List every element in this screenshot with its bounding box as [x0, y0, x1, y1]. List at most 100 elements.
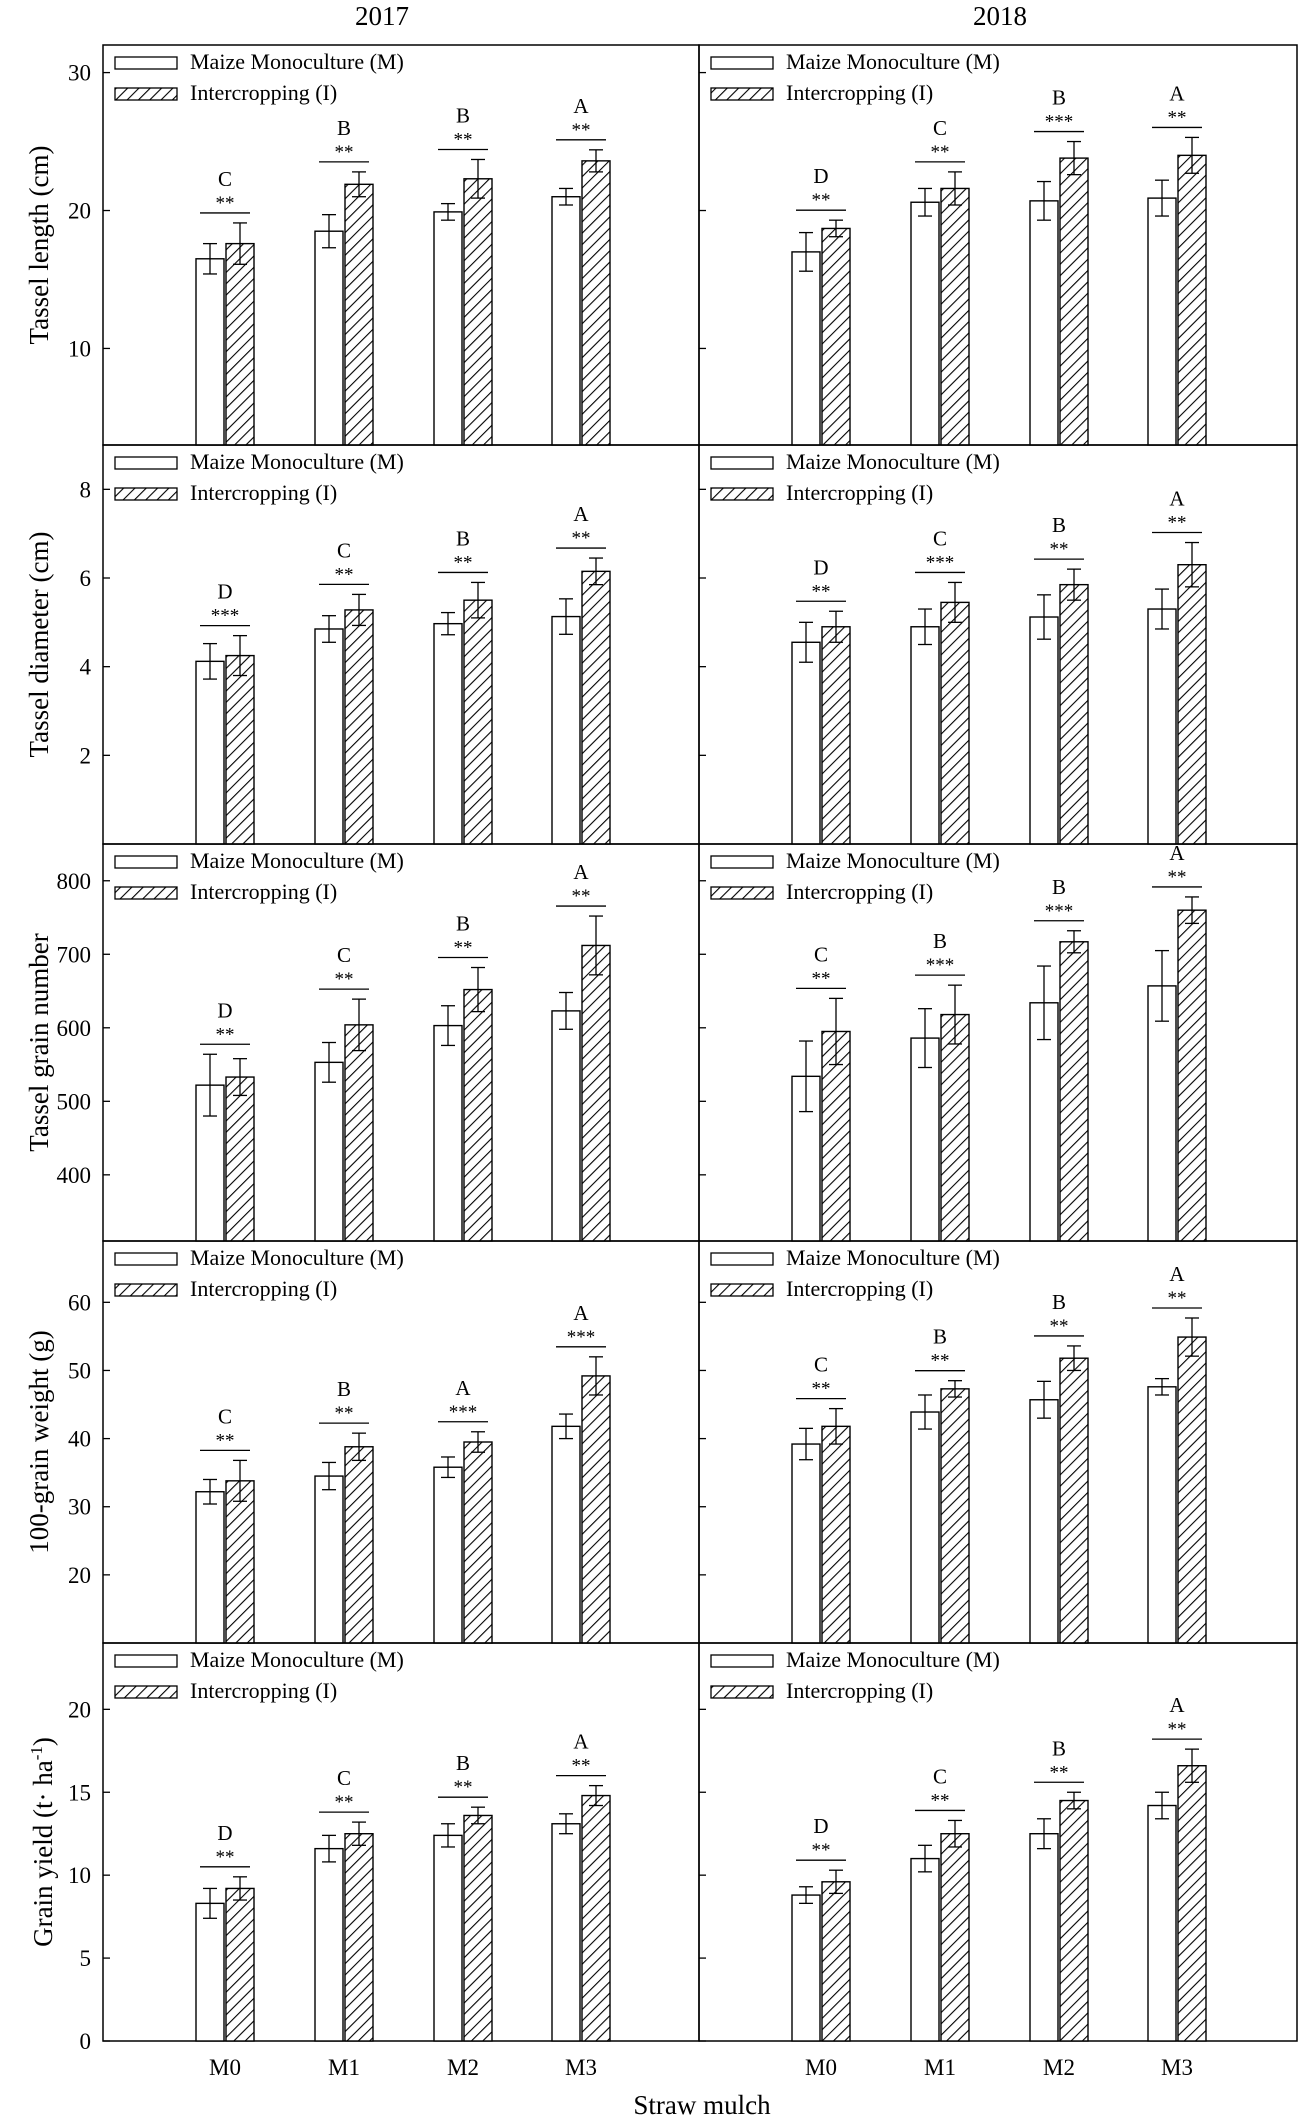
significance-label: ** — [1168, 867, 1187, 888]
legend-swatch-monoculture — [710, 1654, 774, 1668]
bar-intercropping-m2 — [1059, 1357, 1089, 1644]
error-bar-intercropping — [471, 1431, 485, 1453]
bar-monoculture-m0 — [791, 1443, 821, 1644]
bar-monoculture-m1 — [910, 1411, 940, 1644]
group-letter-label: A — [573, 94, 589, 118]
group-letter-label: B — [456, 1751, 470, 1775]
error-bar-monoculture — [1155, 1791, 1169, 1820]
x-tick-label: M3 — [565, 2055, 597, 2080]
bar-monoculture-m2 — [433, 1466, 463, 1644]
error-bar-intercropping — [233, 222, 247, 265]
significance-label: ** — [454, 938, 473, 959]
legend-label-intercropping: Intercropping (I) — [190, 480, 337, 505]
error-bar-monoculture — [1037, 180, 1051, 221]
bar-monoculture-m3 — [551, 615, 581, 845]
bar-intercropping-m0 — [225, 242, 255, 446]
error-bar-monoculture — [1037, 594, 1051, 640]
error-bar-monoculture — [441, 202, 455, 221]
legend-swatch-intercropping — [114, 487, 178, 501]
y-tick-label: 2 — [80, 743, 92, 768]
error-bar-intercropping — [233, 1876, 247, 1901]
legend-swatch-intercropping — [710, 1685, 774, 1699]
significance-label: ** — [812, 1840, 831, 1861]
bar-intercropping-m1 — [940, 601, 970, 845]
group-letter-label: C — [218, 167, 232, 191]
bar-intercropping-m2 — [463, 1441, 493, 1644]
y-tick-label: 800 — [57, 869, 92, 894]
bar-monoculture-m1 — [314, 1061, 344, 1242]
bar-monoculture-m0 — [791, 251, 821, 446]
legend-label-monoculture: Maize Monoculture (M) — [786, 449, 1000, 474]
x-tick-label: M3 — [1161, 2055, 1193, 2080]
significance-label: *** — [926, 552, 955, 573]
group-letter-label: D — [217, 580, 232, 604]
x-tick-label: M2 — [1043, 2055, 1075, 2080]
bar-monoculture-m1 — [910, 201, 940, 446]
significance-label: ** — [812, 968, 831, 989]
error-bar-monoculture — [322, 1461, 336, 1491]
significance-label: ** — [216, 193, 235, 214]
bar-intercropping-m1 — [344, 1446, 374, 1644]
legend-swatch-intercropping — [710, 1283, 774, 1297]
bar-monoculture-m0 — [195, 660, 225, 845]
panel-2018: Maize Monoculture (M) Intercropping (I) **… — [698, 444, 1298, 845]
bar-intercropping-m1 — [344, 609, 374, 845]
group-letter-label: D — [813, 164, 828, 188]
bar-intercropping-m3 — [1177, 154, 1207, 446]
significance-label: ** — [454, 1777, 473, 1798]
significance-label: ** — [812, 190, 831, 211]
error-bar-monoculture — [441, 1456, 455, 1479]
error-bar-monoculture — [918, 187, 932, 217]
significance-label: ** — [572, 120, 591, 141]
error-bar-monoculture — [799, 1886, 813, 1905]
panel-2017: Maize Monoculture (M) Intercropping (I) **… — [102, 1642, 700, 2080]
legend-label-monoculture: Maize Monoculture (M) — [190, 449, 404, 474]
significance-label: ** — [931, 1351, 950, 1372]
bar-intercropping-m2 — [463, 1814, 493, 2042]
bar-intercropping-m1 — [344, 183, 374, 446]
significance-label: *** — [567, 1327, 596, 1348]
legend-swatch-intercropping — [710, 886, 774, 900]
x-tick-label: M1 — [924, 2055, 956, 2080]
y-tick-label: 30 — [68, 61, 91, 86]
group-letter-label: C — [337, 1766, 351, 1790]
bar-monoculture-m0 — [791, 1894, 821, 2042]
bar-intercropping-m0 — [225, 1480, 255, 1644]
y-tick-label: 10 — [68, 1863, 91, 1888]
error-bar-monoculture — [441, 1005, 455, 1047]
y-tick-label: 50 — [68, 1358, 91, 1383]
group-letter-label: A — [573, 1730, 589, 1754]
bar-intercropping-m3 — [1177, 564, 1207, 845]
bar-intercropping-m2 — [463, 599, 493, 845]
y-axis-label: Tassel diameter (cm) — [24, 531, 54, 757]
x-axis-title: Straw mulch — [633, 2090, 771, 2120]
error-bar-intercropping — [1067, 568, 1081, 601]
y-tick-label: 8 — [80, 477, 92, 502]
error-bar-intercropping — [352, 171, 366, 198]
error-bar-monoculture — [203, 1478, 217, 1505]
bar-monoculture-m3 — [551, 1425, 581, 1644]
x-tick-label: M2 — [447, 2055, 479, 2080]
bar-intercropping-m0 — [821, 1425, 851, 1644]
bar-intercropping-m3 — [581, 944, 611, 1242]
error-bar-intercropping — [1185, 136, 1199, 174]
bar-monoculture-m2 — [433, 1024, 463, 1242]
legend-swatch-monoculture — [114, 855, 178, 869]
panel-2017: Maize Monoculture (M) Intercropping (I) **… — [102, 1240, 700, 1644]
significance-label: ** — [335, 1792, 354, 1813]
error-bar-monoculture — [1037, 965, 1051, 1041]
bar-monoculture-m2 — [1029, 1399, 1059, 1644]
error-bar-monoculture — [799, 621, 813, 663]
error-bar-intercropping — [829, 1407, 843, 1445]
group-letter-label: B — [1052, 875, 1066, 899]
legend-swatch-intercropping — [710, 487, 774, 501]
error-bar-intercropping — [589, 1356, 603, 1396]
bar-intercropping-m1 — [940, 1833, 970, 2042]
row-5: Grain yield (t· ha-1) 0 5 10 15 20 Maize Monoc… — [27, 1642, 1298, 2080]
legend-swatch-monoculture — [710, 456, 774, 470]
bar-monoculture-m1 — [314, 1847, 344, 2042]
legend-label-intercropping: Intercropping (I) — [190, 1678, 337, 1703]
bar-intercropping-m1 — [940, 1013, 970, 1242]
bar-intercropping-m2 — [463, 988, 493, 1242]
